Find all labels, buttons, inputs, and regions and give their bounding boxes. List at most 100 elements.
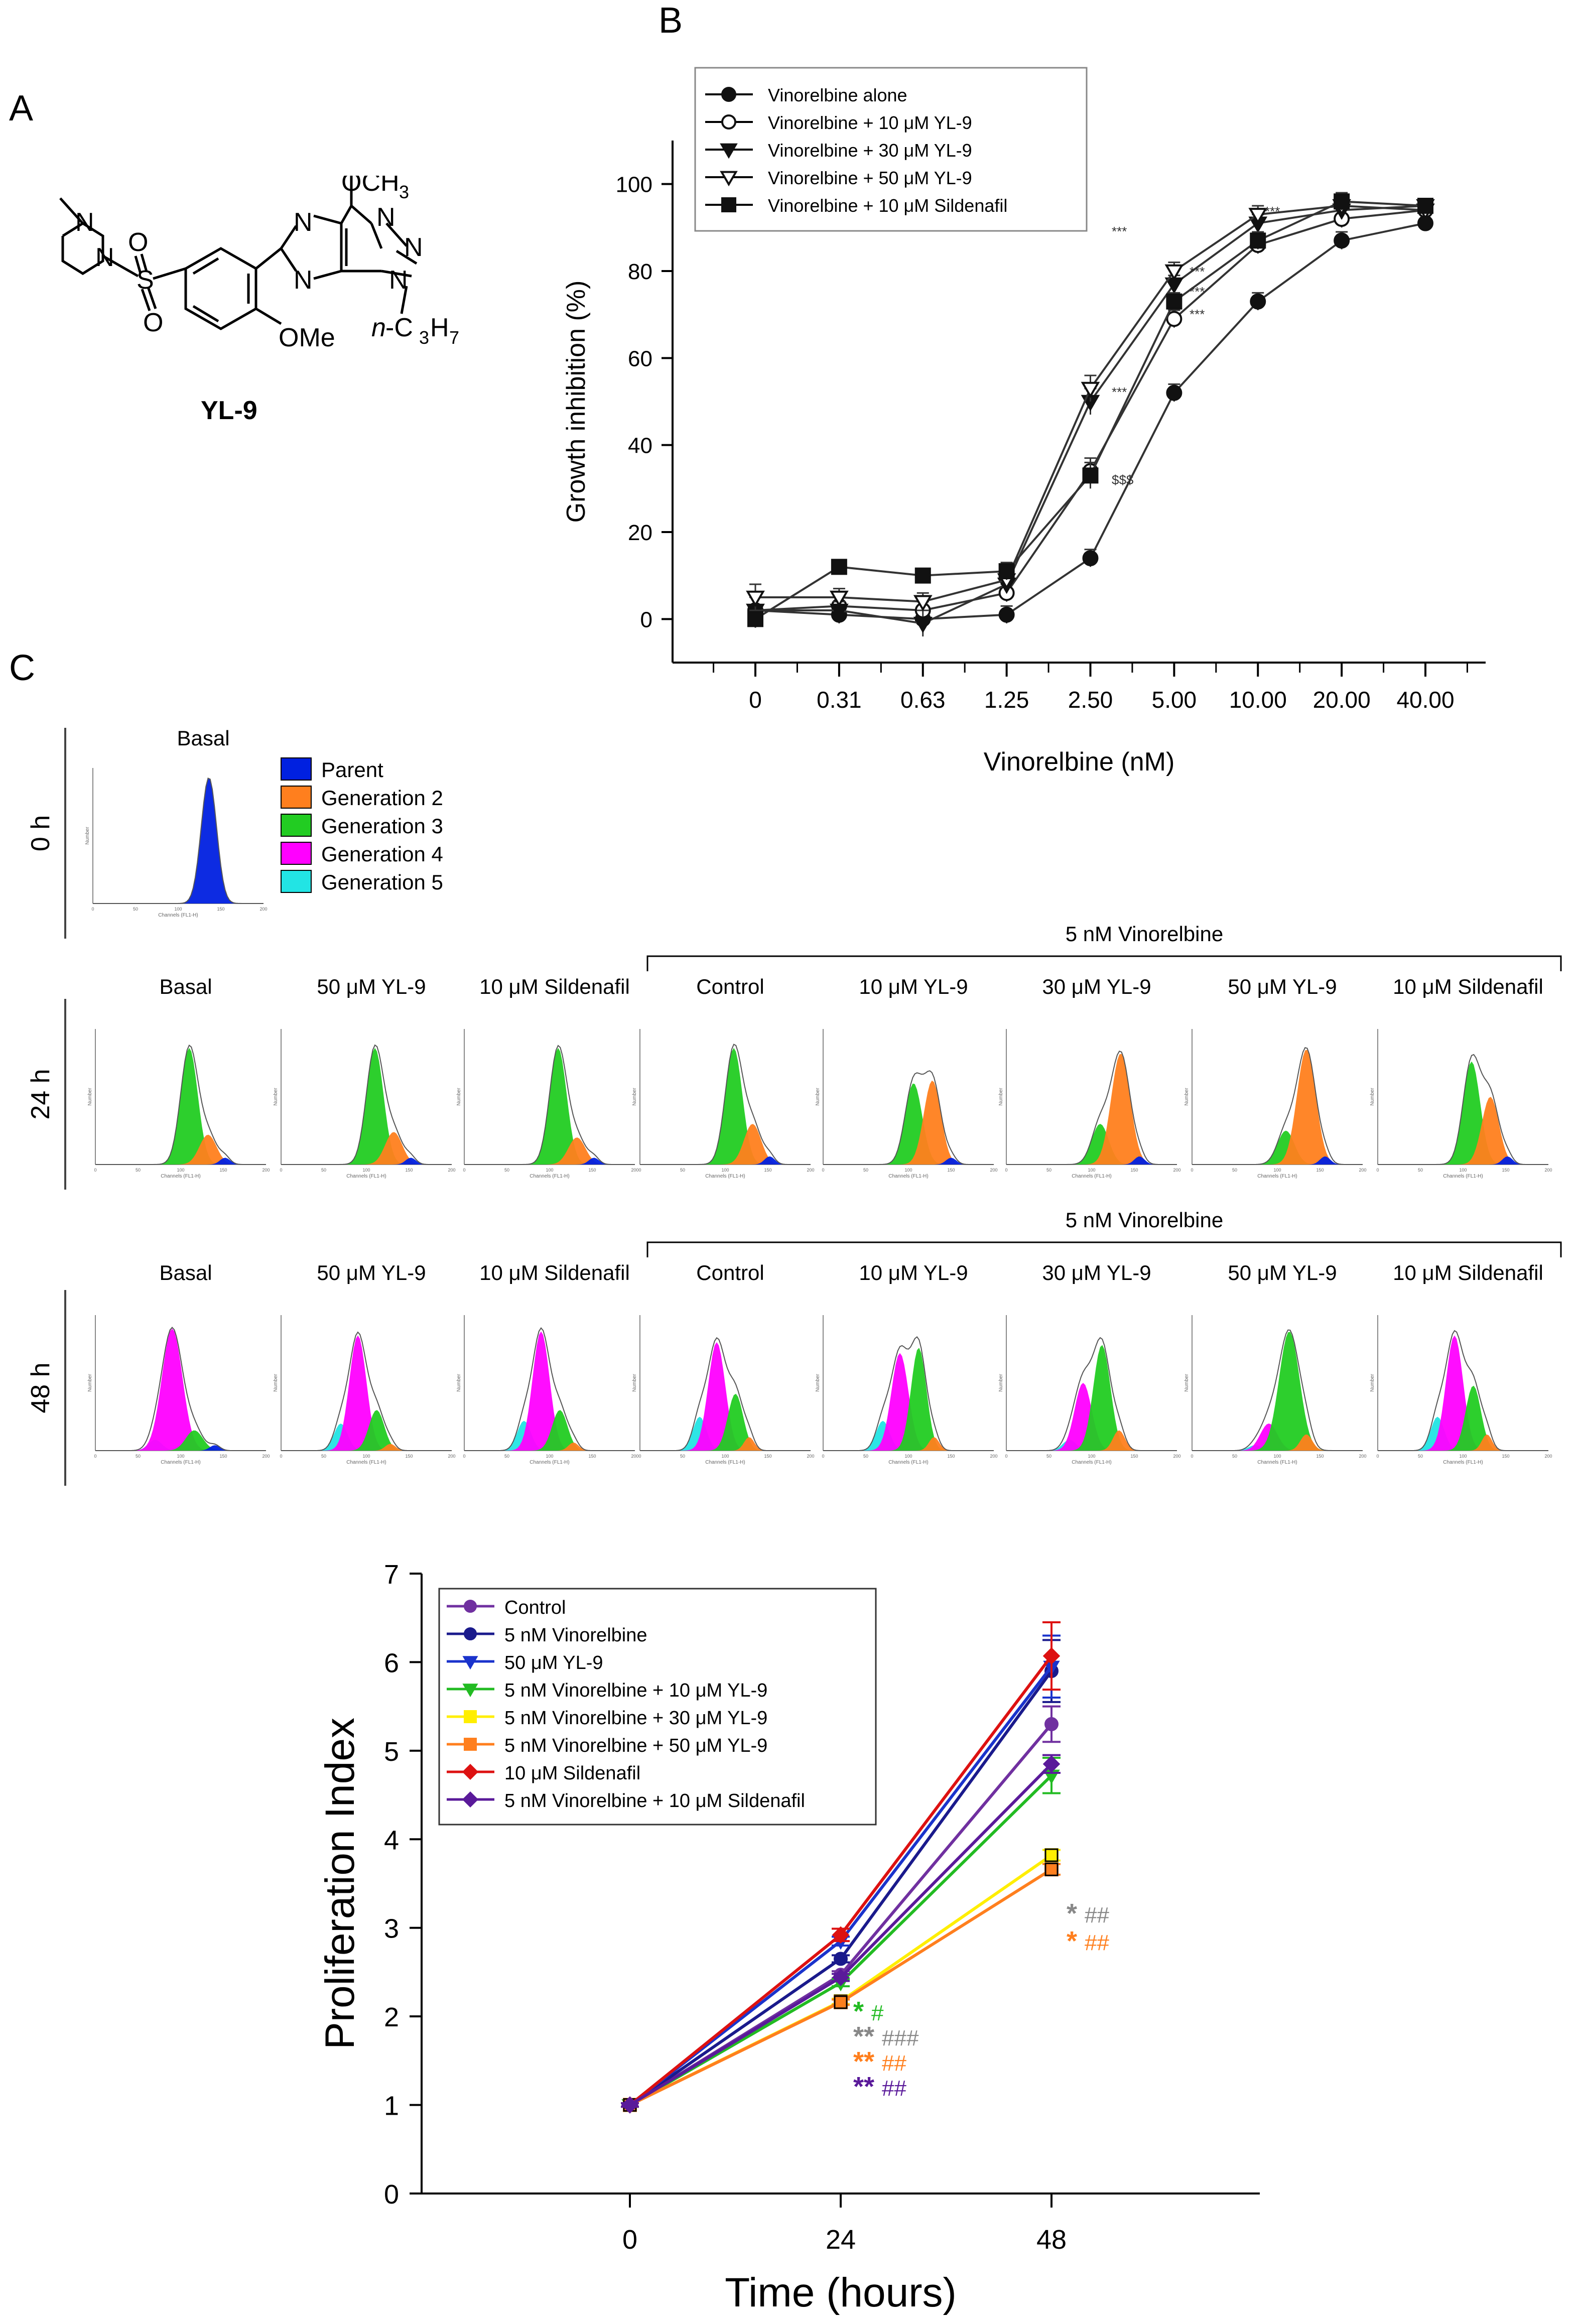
significance-mark-b: ***	[1190, 307, 1205, 322]
significance-mark-b: ***	[1112, 224, 1127, 239]
hist-24h-4: 0 50 100 150 200 Channels (FL1-H) Number	[815, 1029, 998, 1179]
legend-box-b	[694, 67, 1088, 232]
hist-peak-g4	[1378, 1335, 1548, 1451]
col-title-48h: 50 μM YL-9	[1228, 1261, 1337, 1284]
hist-y-label: Number	[1370, 1374, 1375, 1392]
hist-tick-label: 100	[904, 1168, 912, 1173]
col-title-24h: Control	[696, 975, 764, 998]
hist-envelope	[1006, 1337, 1177, 1451]
label-och3-sub: 3	[399, 182, 409, 202]
hist-y-label: Number	[1184, 1374, 1190, 1392]
hist-peak-g4	[640, 1342, 811, 1451]
significance-mark-b: ***	[1190, 264, 1205, 279]
hist-peak-g4	[823, 1353, 994, 1451]
hist-tick-label: 100	[546, 1454, 553, 1459]
series-b-4	[747, 192, 1433, 628]
hist-y-label: Number	[87, 1374, 93, 1392]
x-tick-label-b: 1.25	[984, 687, 1029, 713]
hist-peak-p	[93, 778, 264, 903]
y-axis-label-b: Growth inhibition (%)	[562, 281, 591, 523]
col-title-48h: 10 μM YL-9	[859, 1261, 968, 1284]
data-point-b	[998, 563, 1015, 579]
x-axis-label-d: Time (hours)	[725, 2270, 957, 2315]
hist-x-label: Channels (FL1-H)	[1257, 1174, 1297, 1179]
hist-24h-3: 0 50 100 150 200 Channels (FL1-H) Number	[632, 1029, 815, 1179]
row-label-c: 0 h	[26, 815, 55, 851]
significance-mark-b: ***	[1190, 284, 1205, 299]
hist-24h-1: 0 50 100 150 200 Channels (FL1-H) Number	[273, 1029, 456, 1179]
hist-peak-g4	[464, 1331, 635, 1451]
hist-y-label: Number	[998, 1088, 1004, 1106]
hist-peak-p	[281, 1157, 452, 1165]
hist-peak-g3	[281, 1048, 452, 1165]
data-point-b	[1248, 208, 1268, 224]
data-point-b	[914, 567, 931, 584]
hist-peak-g2	[1192, 1050, 1363, 1165]
hist-peak-g3	[823, 1083, 994, 1165]
hist-tick-label: 150	[1316, 1168, 1324, 1173]
hist-tick-label: 200	[1544, 1168, 1552, 1173]
significance-hashes: ##	[882, 2051, 906, 2076]
hist-tick-label: 50	[133, 907, 138, 912]
significance-stars: **	[853, 2021, 874, 2051]
legend-label-d: Control	[504, 1597, 566, 1618]
x-tick-label-b: 0	[749, 687, 762, 713]
legend-swatch-c	[281, 814, 312, 837]
label-n-tri2: N	[404, 233, 423, 262]
significance-stars: **	[853, 2072, 874, 2102]
series-d-7	[621, 1754, 1061, 2114]
col-title-24h: 10 μM Sildenafil	[479, 975, 630, 998]
hist-tick-label: 100	[177, 1454, 184, 1459]
legend-marker-b	[721, 114, 736, 130]
hist-tick-label: 200	[807, 1454, 814, 1459]
hist-tick-label: 0	[94, 1454, 96, 1459]
y-tick-label-b: 100	[616, 173, 652, 197]
hist-tick-label: 0	[638, 1454, 641, 1459]
hist-envelope	[281, 1331, 452, 1451]
hist-tick-label: 150	[947, 1168, 955, 1173]
hist-tick-label: 200	[631, 1454, 638, 1459]
hist-envelope	[95, 1044, 266, 1165]
col-title-24h: 50 μM YL-9	[317, 975, 426, 998]
x-tick-label-b: 2.50	[1068, 687, 1113, 713]
label-n-pyr2: N	[294, 266, 313, 295]
data-point-b	[830, 590, 849, 607]
y-tick-label-d: 5	[384, 1737, 399, 1767]
hist-x-label: Channels (FL1-H)	[346, 1460, 386, 1465]
hist-tick-label: 150	[1316, 1454, 1324, 1459]
data-point-d	[1042, 1647, 1061, 1665]
hist-tick-label: 200	[1173, 1168, 1180, 1173]
y-tick-label-b: 40	[628, 434, 652, 458]
hist-tick-label: 0	[280, 1168, 282, 1173]
hist-peak-g3	[1192, 1130, 1363, 1165]
hist-tick-label: 50	[863, 1168, 868, 1173]
row-label-c: 48 h	[26, 1362, 55, 1413]
significance-stars: *	[853, 1996, 864, 2026]
hist-peak-g3	[95, 1430, 266, 1451]
hist-tick-label: 50	[321, 1454, 326, 1459]
x-tick-label-b: 10.00	[1229, 687, 1287, 713]
data-point-outline-d	[1044, 1848, 1059, 1862]
hist-tick-label: 100	[1273, 1168, 1281, 1173]
hist-x-label: Channels (FL1-H)	[888, 1460, 928, 1465]
legend-label-c: Generation 5	[321, 870, 443, 894]
label-och3: OCH	[341, 176, 400, 197]
hist-tick-label: 150	[1502, 1454, 1509, 1459]
significance-stars: *	[1067, 1898, 1077, 1928]
hist-x-label: Channels (FL1-H)	[888, 1174, 928, 1179]
hist-peak-g3	[1192, 1332, 1363, 1451]
y-tick-label-d: 0	[384, 2179, 399, 2210]
y-tick-label-d: 7	[384, 1560, 399, 1590]
hist-peak-g3	[464, 1048, 635, 1165]
significance-mark-d: ** ##	[853, 2046, 907, 2077]
hist-x-label: Channels (FL1-H)	[1443, 1174, 1483, 1179]
hist-tick-label: 100	[1459, 1168, 1467, 1173]
hist-tick-label: 200	[1359, 1168, 1366, 1173]
label-ome: OMe	[279, 323, 335, 352]
x-axis-label-b: Vinorelbine (nM)	[984, 747, 1175, 777]
hist-peak-g3	[281, 1410, 452, 1451]
hist-tick-label: 0	[1376, 1454, 1379, 1459]
flow-histograms: Parent Generation 2 Generation 3 Generation…	[26, 726, 1562, 1486]
label-o-bottom: O	[143, 308, 163, 337]
